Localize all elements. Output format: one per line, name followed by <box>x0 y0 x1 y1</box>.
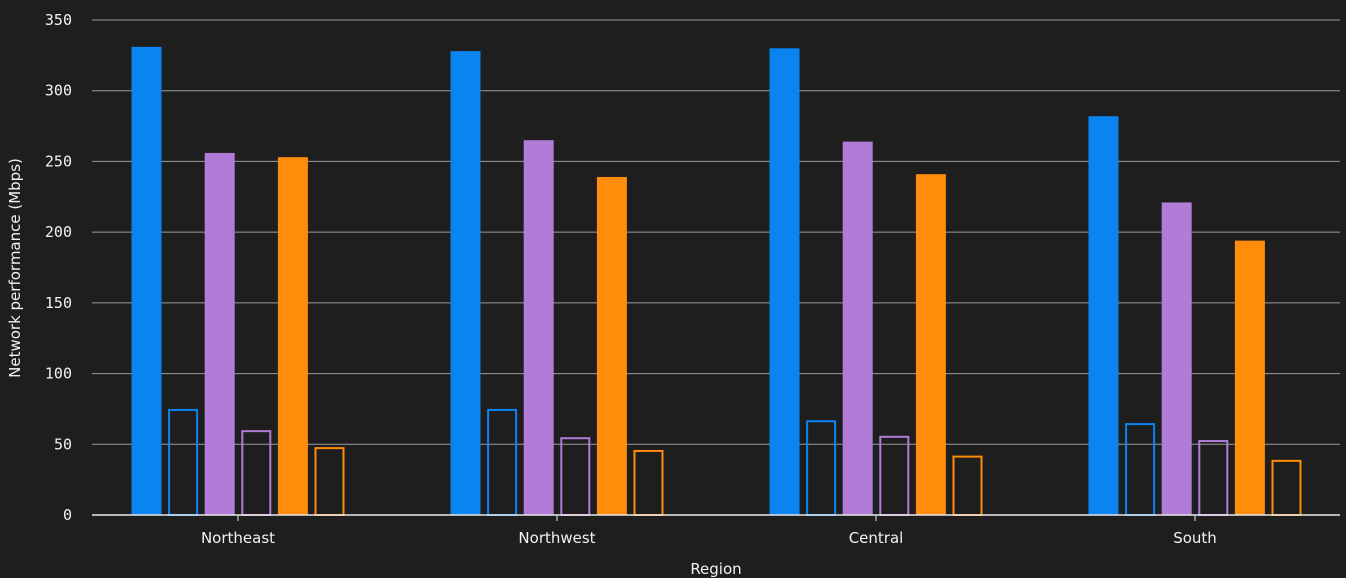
y-tick-label: 0 <box>63 506 72 524</box>
x-tick-label: South <box>1173 529 1217 547</box>
bar <box>314 447 345 516</box>
y-tick-label: 50 <box>54 435 72 453</box>
bar <box>168 408 199 516</box>
bar <box>879 435 910 516</box>
bar <box>560 437 591 517</box>
y-tick-label: 300 <box>45 82 72 100</box>
y-axis-title: Network performance (Mbps) <box>6 158 24 378</box>
bar <box>842 141 873 515</box>
y-tick-labels: 0 50 100 150 200 250 300 350 <box>45 11 72 524</box>
bars <box>131 46 1302 517</box>
bar <box>450 51 481 515</box>
bar <box>1125 423 1156 517</box>
bar <box>1088 116 1119 516</box>
bar <box>1198 440 1229 516</box>
bar <box>523 140 554 515</box>
bar <box>769 48 800 516</box>
y-tick-label: 100 <box>45 365 72 383</box>
bar <box>277 157 308 515</box>
x-axis-title: Region <box>690 560 741 578</box>
axes <box>92 514 1340 521</box>
bar <box>241 430 272 516</box>
bar <box>131 46 162 515</box>
bar <box>633 449 664 517</box>
bar <box>915 174 946 515</box>
x-tick-label: Northeast <box>201 529 275 547</box>
bar <box>596 176 627 515</box>
y-tick-label: 200 <box>45 223 72 241</box>
bar <box>952 455 983 517</box>
bar <box>806 420 837 516</box>
bar <box>204 152 235 515</box>
y-tick-label: 250 <box>45 152 72 170</box>
y-tick-label: 350 <box>45 11 72 29</box>
bar <box>1234 240 1265 515</box>
bar <box>1161 202 1192 515</box>
bar <box>487 408 518 516</box>
y-tick-label: 150 <box>45 294 72 312</box>
x-tick-label: Northwest <box>518 529 595 547</box>
x-tick-labels: Northeast Northwest Central South <box>201 529 1217 547</box>
bar <box>1271 459 1302 517</box>
x-tick-label: Central <box>849 529 904 547</box>
